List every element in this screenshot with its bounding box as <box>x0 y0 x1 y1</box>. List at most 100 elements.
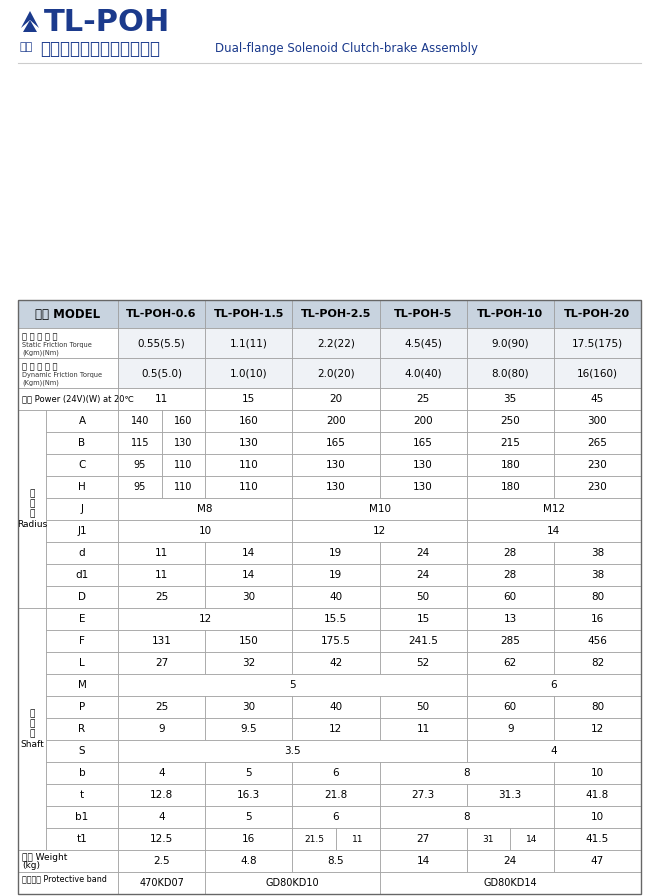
Text: 160: 160 <box>174 416 192 426</box>
Text: 軸
方
向
Shaft: 軸 方 向 Shaft <box>20 709 44 749</box>
Bar <box>46 454 118 476</box>
Text: 31: 31 <box>482 834 494 843</box>
Bar <box>205 328 293 358</box>
Text: 1.1(11): 1.1(11) <box>230 338 268 348</box>
Text: A: A <box>78 416 86 426</box>
Text: 50: 50 <box>416 702 430 712</box>
Bar <box>380 454 467 476</box>
Text: 11: 11 <box>155 570 168 580</box>
Bar <box>205 454 293 476</box>
Bar <box>293 718 380 740</box>
Bar <box>205 850 293 872</box>
Text: b: b <box>78 768 85 778</box>
Bar <box>554 762 641 784</box>
Text: 27: 27 <box>416 834 430 844</box>
Bar <box>46 520 118 542</box>
Text: 12: 12 <box>330 724 343 734</box>
Text: 50: 50 <box>416 592 430 602</box>
Text: P: P <box>79 702 85 712</box>
Bar <box>554 652 641 674</box>
Text: d: d <box>78 548 85 558</box>
Text: 16: 16 <box>590 614 604 624</box>
Text: TL-POH-20: TL-POH-20 <box>564 309 631 319</box>
Text: 40: 40 <box>330 592 343 602</box>
Text: 14: 14 <box>547 526 560 536</box>
Bar <box>205 828 293 850</box>
Text: 保護罩子 Protective band: 保護罩子 Protective band <box>22 874 107 883</box>
Text: (Kgm)(Nm): (Kgm)(Nm) <box>22 349 59 356</box>
Bar <box>205 718 293 740</box>
Bar <box>46 498 118 520</box>
Bar <box>554 806 641 828</box>
Bar <box>380 850 467 872</box>
Bar <box>118 784 205 806</box>
Bar <box>554 630 641 652</box>
Bar <box>467 358 554 388</box>
Bar <box>293 498 467 520</box>
Bar <box>46 652 118 674</box>
Text: 24: 24 <box>503 856 517 866</box>
Bar <box>118 718 205 740</box>
Bar <box>380 806 554 828</box>
Bar <box>467 652 554 674</box>
Bar <box>205 300 293 328</box>
Bar <box>467 828 510 850</box>
Bar <box>380 608 467 630</box>
Text: E: E <box>78 614 85 624</box>
Text: 38: 38 <box>590 548 604 558</box>
Bar <box>46 674 118 696</box>
Text: 131: 131 <box>152 636 171 646</box>
Bar <box>467 476 554 498</box>
Text: 130: 130 <box>239 438 258 448</box>
Bar <box>46 476 118 498</box>
Text: 16(160): 16(160) <box>577 368 618 378</box>
Text: 110: 110 <box>239 460 258 470</box>
Bar <box>467 388 554 410</box>
Bar <box>118 498 293 520</box>
Bar <box>118 850 205 872</box>
Bar <box>118 410 161 432</box>
Bar <box>554 608 641 630</box>
Text: 19: 19 <box>330 548 343 558</box>
Text: TL-POH: TL-POH <box>44 8 170 37</box>
Text: 110: 110 <box>174 460 192 470</box>
Text: 130: 130 <box>413 460 433 470</box>
Text: 12: 12 <box>373 526 386 536</box>
Bar <box>118 806 205 828</box>
Bar <box>467 410 554 432</box>
Bar <box>467 696 554 718</box>
Text: 9.5: 9.5 <box>241 724 257 734</box>
Bar <box>293 784 380 806</box>
Bar <box>554 784 641 806</box>
Bar <box>205 784 293 806</box>
Bar <box>554 358 641 388</box>
Text: J1: J1 <box>77 526 87 536</box>
Text: 25: 25 <box>416 394 430 404</box>
Text: 21.5: 21.5 <box>304 834 324 843</box>
Text: 5: 5 <box>245 812 252 822</box>
Bar <box>380 762 554 784</box>
Text: 11: 11 <box>416 724 430 734</box>
Bar <box>467 454 554 476</box>
Bar <box>118 740 467 762</box>
Bar <box>554 476 641 498</box>
Bar <box>293 806 380 828</box>
Text: 130: 130 <box>413 482 433 492</box>
Text: TL-POH-2.5: TL-POH-2.5 <box>301 309 371 319</box>
Bar <box>46 608 118 630</box>
Text: t: t <box>80 790 84 800</box>
Bar <box>380 476 467 498</box>
Text: 25: 25 <box>155 702 168 712</box>
Text: 5: 5 <box>245 768 252 778</box>
Text: 241.5: 241.5 <box>408 636 438 646</box>
Bar <box>467 498 641 520</box>
Bar <box>380 564 467 586</box>
Text: 0.5(5.0): 0.5(5.0) <box>141 368 182 378</box>
Text: 3.5: 3.5 <box>284 746 301 756</box>
Text: 功率 Power (24V)(W) at 20℃: 功率 Power (24V)(W) at 20℃ <box>22 394 134 403</box>
Text: 10: 10 <box>591 812 604 822</box>
Bar <box>554 828 641 850</box>
Text: 靜 摩 擦 轉 矩: 靜 摩 擦 轉 矩 <box>22 332 57 341</box>
Bar <box>18 388 118 410</box>
Text: 30: 30 <box>243 592 255 602</box>
